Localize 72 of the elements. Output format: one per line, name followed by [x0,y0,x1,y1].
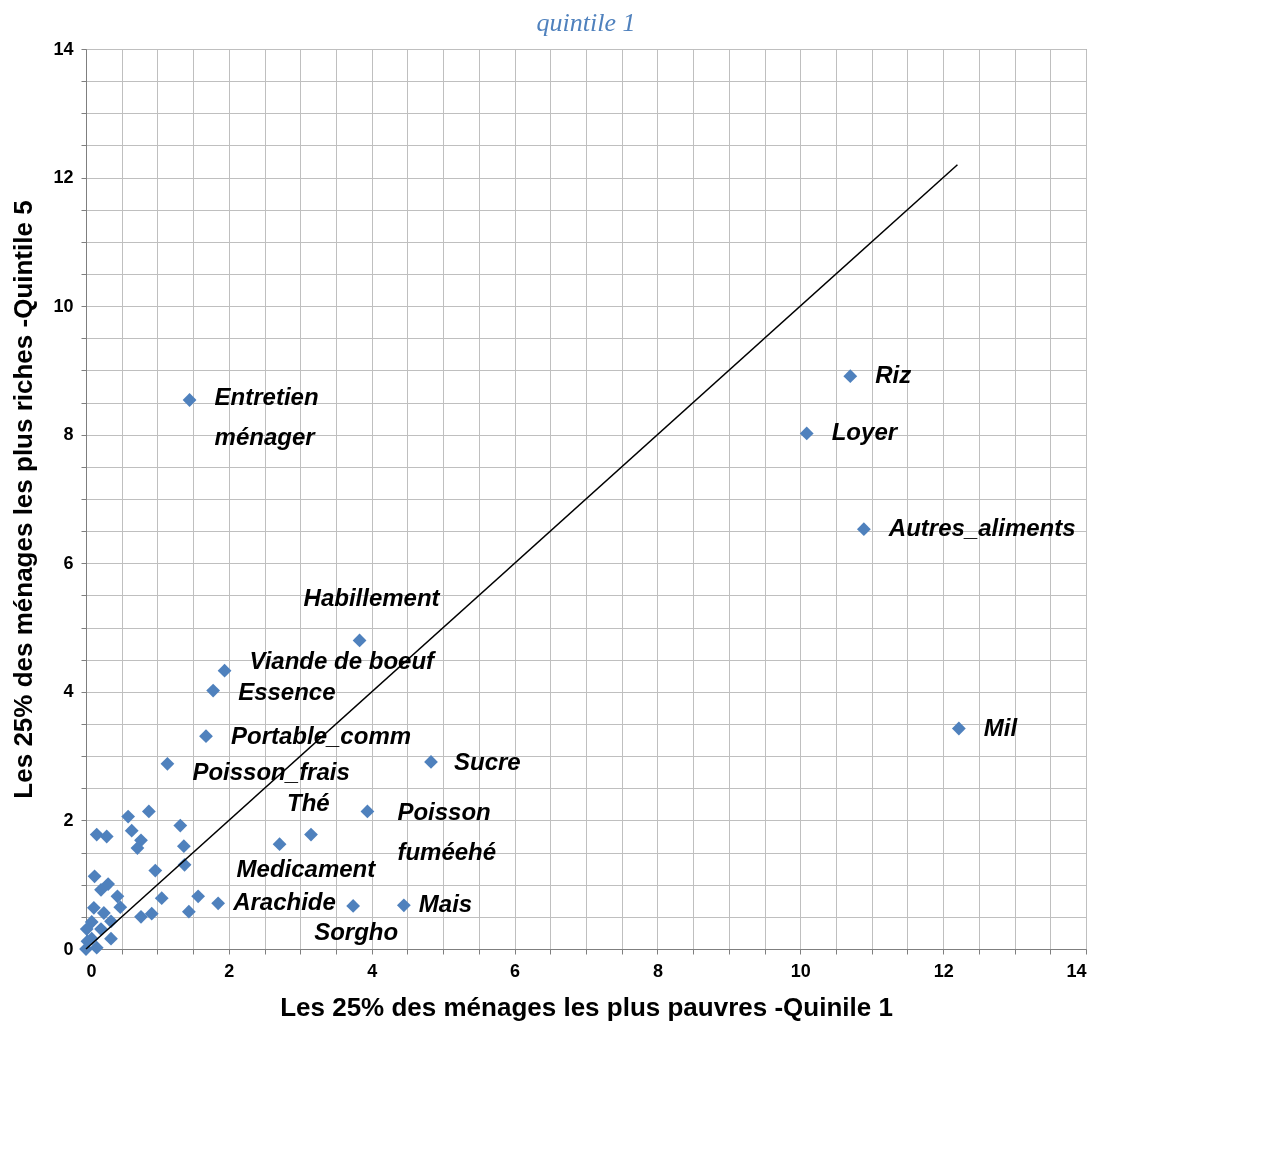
point [951,721,966,736]
x-tick-label: 2 [224,960,235,981]
x-tick-label: 0 [86,960,97,981]
point [396,898,411,913]
point [144,906,159,921]
point [148,863,163,878]
point [176,839,191,854]
y-tick-label: 2 [63,809,74,830]
y-axis-title: Les 25% des ménages les plus riches -Quintile 5 [8,200,39,799]
x-tick-label: 8 [652,960,663,981]
y-tick-label: 4 [63,681,74,702]
point [86,900,101,915]
x-tick-label: 12 [933,960,954,981]
point [113,900,128,915]
y-tick-label: 6 [63,552,74,573]
point [843,369,858,384]
y-tick-label: 12 [53,167,74,188]
point [173,818,188,833]
point [141,804,156,819]
point [79,922,94,936]
annotation: Arachide [232,888,336,916]
point [124,823,139,838]
point [89,827,104,842]
point [799,426,814,441]
annotation: Sucre [454,747,521,775]
annotation: Medicament [236,855,377,883]
point [272,837,287,852]
annotation: Poisson fuméehé [397,798,497,866]
y-tick-label: 10 [53,295,74,316]
point [130,841,145,855]
annotation: Mil [983,713,1019,741]
point [181,904,196,919]
point [94,882,108,897]
chart-title: quintile 1 [536,8,636,37]
point [154,891,169,906]
point [199,729,213,744]
point [206,683,221,698]
annotation: Habillement [303,584,441,612]
point [217,663,232,678]
point [121,809,136,824]
point [89,940,104,955]
y-tick-label: 8 [63,424,74,445]
y-tick-label: 14 [53,38,74,59]
x-tick-label: 6 [510,960,521,981]
point [87,869,102,884]
point [182,393,197,407]
point [160,756,175,771]
x-tick-label: 10 [790,960,811,981]
x-tick-label: 14 [1066,960,1087,981]
point [856,522,871,537]
annotation: Entretien ménager [214,383,319,450]
point [191,889,206,904]
point [104,931,118,946]
x-axis-title: Les 25% des ménages les plus pauvres -Quinile 1 [280,991,893,1022]
annotation: Loyer [831,418,899,446]
annotation: Essence [238,677,336,705]
point [346,899,361,913]
annotation: Thé [287,788,330,816]
annotation: Autres_aliments [887,514,1076,542]
point [352,633,367,648]
point [211,896,226,911]
point [110,889,125,904]
point [360,804,375,819]
x-tick-label: 4 [367,960,378,981]
point [134,909,148,924]
point [96,906,111,920]
annotation: Mais [418,890,473,918]
point [99,829,114,844]
y-tick-label: 0 [63,938,74,959]
annotation: Riz [875,361,912,389]
annotation: Sorgho [314,917,399,945]
point [304,827,318,842]
